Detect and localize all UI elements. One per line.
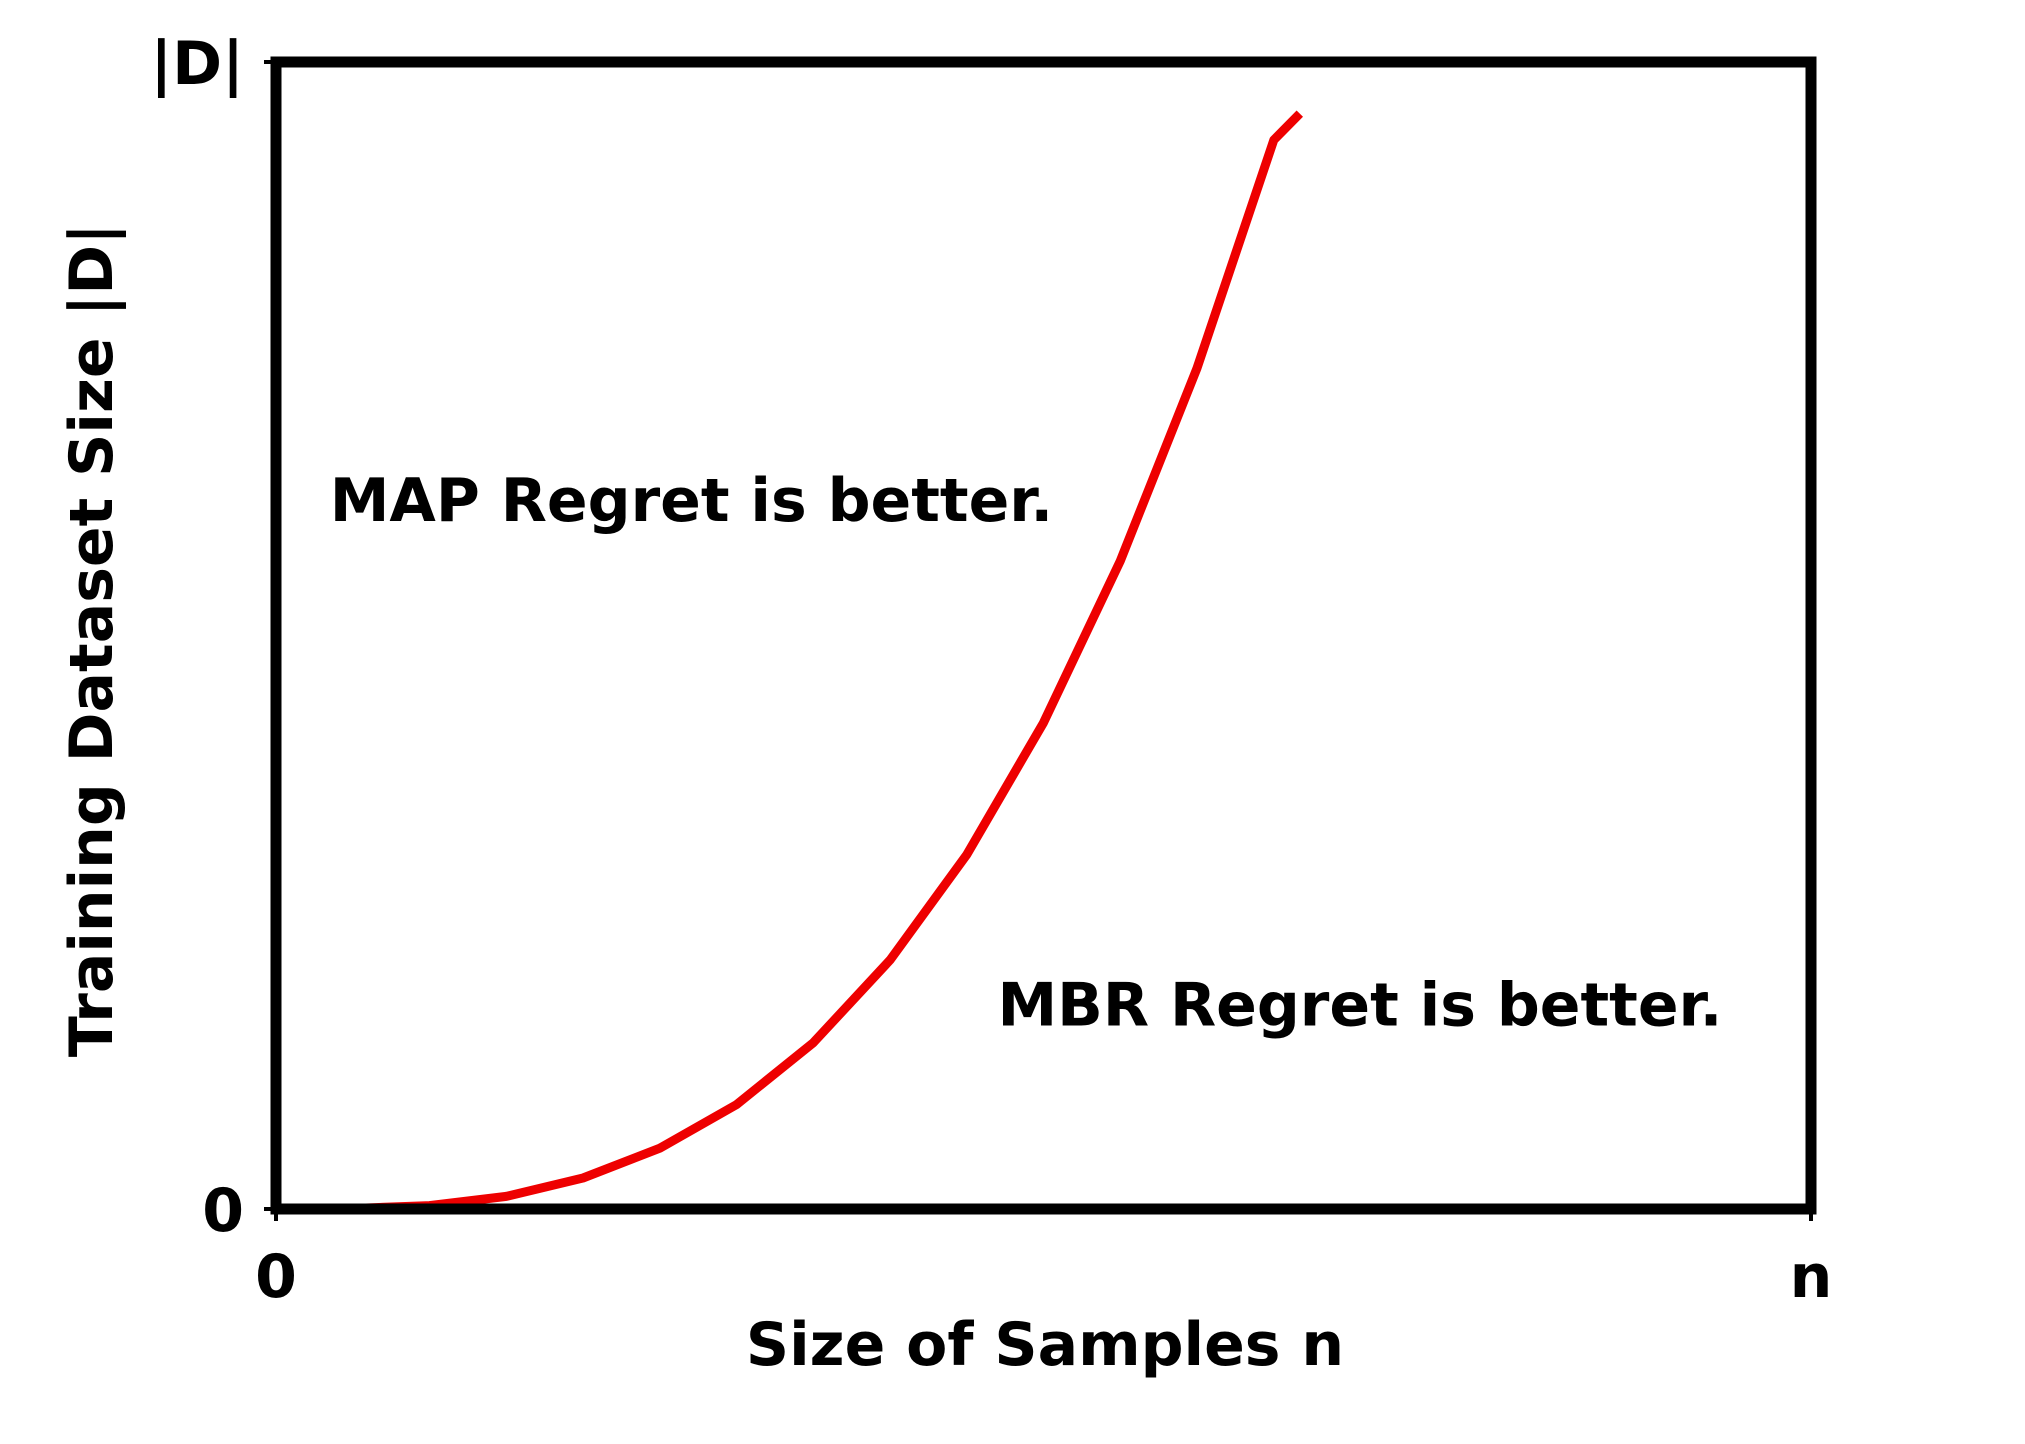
y-tick-label: 0 [202, 1176, 244, 1246]
y-tick-label: |D| [150, 29, 244, 99]
x-tick-label: 0 [255, 1242, 297, 1312]
plot-frame [270, 56, 1817, 1215]
series-line [275, 110, 1304, 1214]
annotations: MAP Regret is better. MBR Regret is bette… [330, 466, 1723, 1041]
y-axis-label: Training Dataset Size |D| [57, 223, 127, 1057]
annotation-text: MBR Regret is better. [997, 970, 1722, 1040]
x-axis-label: Size of Samples n [746, 1310, 1344, 1380]
annotation-text: MAP Regret is better. [330, 466, 1053, 536]
x-tick-label: n [1790, 1242, 1833, 1312]
y-axis-ticks: 0 |D| [150, 29, 276, 1246]
